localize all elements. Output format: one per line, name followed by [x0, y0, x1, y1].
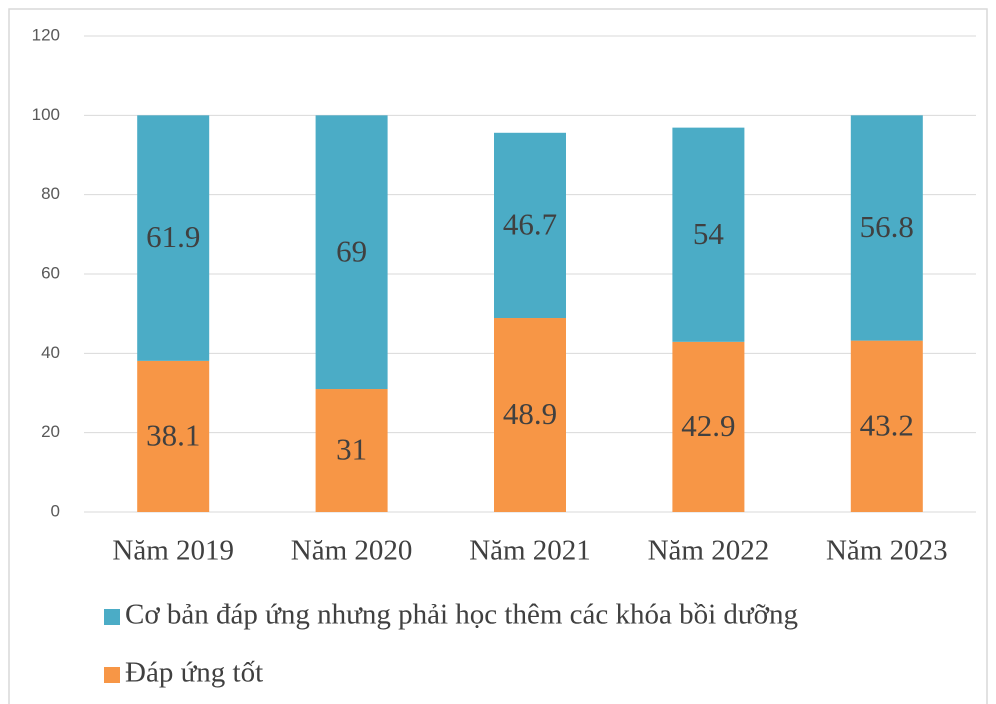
y-tick-label: 80	[41, 184, 60, 203]
data-label: 46.7	[503, 207, 557, 242]
data-label: 31	[336, 432, 367, 467]
y-tick-label: 40	[41, 343, 60, 362]
data-label: 43.2	[860, 407, 914, 442]
legend-swatch	[104, 609, 120, 625]
x-tick-label: Năm 2020	[291, 535, 413, 567]
y-tick-label: 120	[32, 25, 60, 44]
data-label: 42.9	[681, 408, 735, 443]
bar-segment	[672, 341, 745, 512]
data-label: 61.9	[146, 219, 200, 254]
bar-segment	[672, 127, 745, 342]
data-label: 56.8	[860, 209, 914, 244]
data-label: 38.1	[146, 418, 200, 453]
legend-label: Đáp ứng tốt	[125, 657, 263, 689]
y-tick-label: 20	[41, 422, 60, 441]
data-label: 69	[336, 233, 367, 268]
bar-segment	[850, 340, 923, 512]
y-tick-label: 60	[41, 263, 60, 282]
x-tick-label: Năm 2019	[112, 535, 234, 567]
x-tick-label: Năm 2023	[826, 535, 948, 567]
data-label: 48.9	[503, 396, 557, 431]
legend-label: Cơ bản đáp ứng nhưng phải học thêm các k…	[125, 599, 798, 631]
y-tick-label: 100	[32, 105, 60, 124]
bar-segment	[494, 318, 566, 512]
bar-segment	[137, 115, 210, 361]
legend-swatch	[104, 667, 120, 683]
x-tick-label: Năm 2021	[469, 535, 591, 567]
bar-segment	[850, 115, 923, 341]
y-tick-label: 0	[51, 501, 60, 520]
x-tick-label: Năm 2022	[648, 535, 770, 567]
bar-segment	[315, 115, 388, 390]
bar-segment	[494, 132, 566, 319]
bar-segment	[315, 389, 388, 512]
bar-segment	[137, 360, 210, 512]
data-label: 54	[693, 216, 725, 251]
